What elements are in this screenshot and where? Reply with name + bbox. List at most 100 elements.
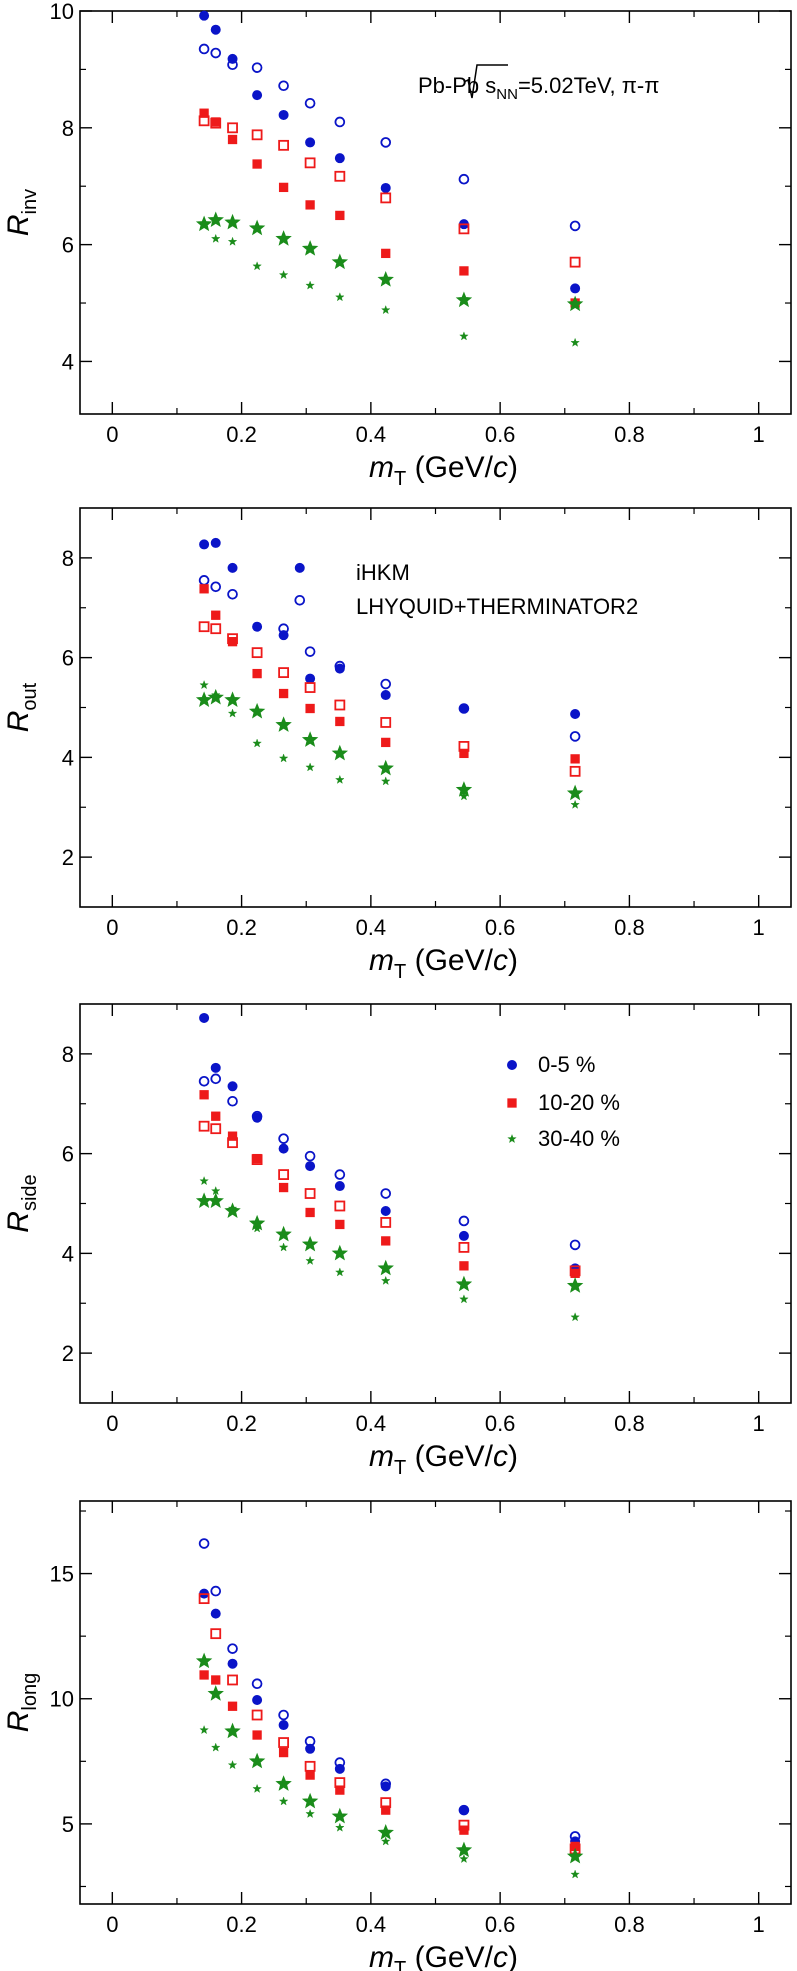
data-point <box>380 1217 392 1228</box>
data-point <box>304 157 316 169</box>
data-point <box>210 233 221 243</box>
data-point <box>227 122 238 134</box>
x-tick-label: 0.6 <box>485 1912 516 1937</box>
series-30-40-ihkm <box>199 1176 580 1322</box>
x-tick-label: 0.2 <box>226 1912 257 1937</box>
data-point <box>458 1230 469 1241</box>
data-point <box>227 1137 238 1149</box>
data-point <box>458 173 470 185</box>
chart-title: Pb-Pb sNN=5.02TeV, π-π <box>418 73 659 103</box>
data-point <box>570 1869 580 1879</box>
series-0-5-lhyquid-therminator2 <box>198 43 581 232</box>
y-tick-label: 10 <box>50 1687 74 1712</box>
data-point <box>459 1853 469 1863</box>
legend-marker <box>507 1098 517 1108</box>
data-point <box>227 1643 238 1654</box>
data-point <box>227 1095 238 1107</box>
data-point <box>377 759 394 776</box>
data-point <box>458 1241 470 1253</box>
data-point <box>278 1242 289 1252</box>
data-point <box>305 200 315 210</box>
data-point <box>252 261 262 271</box>
data-point <box>335 716 345 727</box>
data-point <box>199 1725 209 1735</box>
data-point <box>227 1674 238 1686</box>
data-point <box>199 1090 209 1100</box>
y-tick-label: 6 <box>62 1142 74 1167</box>
model-label-lhyquid: LHYQUID+THERMINATOR2 <box>356 594 638 619</box>
data-point <box>278 623 289 634</box>
data-point <box>278 1143 289 1154</box>
data-point <box>334 1181 345 1192</box>
panel-Rside: 0 0.2 0.4 0.6 0.8 1 2 4 6 8 Rside mT (GeV/c) 0-5 % 10… <box>2 1003 792 1479</box>
data-point <box>335 210 345 221</box>
data-point <box>305 703 315 714</box>
data-point <box>275 230 292 246</box>
data-point <box>278 182 289 193</box>
series-10-20-lhyquid-therminator2 <box>198 1593 581 1855</box>
data-point <box>294 594 306 606</box>
data-point <box>305 137 316 148</box>
x-tick-label: 0.8 <box>614 1411 645 1436</box>
data-point <box>458 1215 470 1227</box>
data-point <box>278 1737 290 1748</box>
data-point <box>199 1176 209 1186</box>
x-axis-label: mT (GeV/c) <box>369 944 518 983</box>
data-point <box>459 266 469 276</box>
data-point <box>455 781 473 797</box>
data-point <box>380 137 392 148</box>
series-10-20-lhyquid-therminator2 <box>198 1120 581 1277</box>
data-point <box>380 690 391 701</box>
x-tick-label: 0.4 <box>356 915 387 940</box>
data-point <box>207 211 224 228</box>
data-point <box>304 1188 316 1199</box>
series-30-40-ihkm <box>199 1725 580 1879</box>
data-point <box>334 1757 346 1768</box>
legend-marker <box>507 1134 517 1144</box>
data-point <box>211 1675 221 1685</box>
data-point <box>227 562 238 573</box>
data-point <box>335 1267 345 1277</box>
data-point <box>198 1076 210 1087</box>
data-point <box>275 716 292 732</box>
data-point <box>207 688 224 705</box>
data-point <box>210 1585 222 1597</box>
series-10-20-lhyquid-therminator2 <box>198 621 581 777</box>
data-point <box>227 1658 238 1669</box>
data-point <box>210 24 221 35</box>
data-point <box>380 776 391 786</box>
data-point <box>199 108 209 118</box>
data-point <box>224 691 241 707</box>
data-point <box>380 1275 391 1285</box>
y-tick-label: 6 <box>62 233 74 258</box>
data-point <box>459 748 469 759</box>
data-point <box>252 621 263 632</box>
data-point <box>210 47 222 59</box>
data-point <box>566 1277 584 1293</box>
data-point <box>334 699 346 711</box>
data-point <box>334 1169 346 1180</box>
data-point <box>210 537 221 548</box>
data-point <box>570 1312 580 1322</box>
x-tick-label: 0.2 <box>226 915 257 940</box>
data-point <box>334 116 346 128</box>
series-30-40-lhyquid-therminator2 <box>195 1652 584 1864</box>
series-10-20-lhyquid-therminator2 <box>198 115 581 268</box>
data-point <box>199 10 210 21</box>
legend-label: 10-20 % <box>538 1090 620 1115</box>
series-0-5-ihkm <box>199 1012 581 1274</box>
data-point <box>334 1200 346 1212</box>
data-point <box>380 192 392 204</box>
data-point <box>198 1120 210 1132</box>
series-30-40-lhyquid-therminator2 <box>195 1192 584 1293</box>
legend: 0-5 % 10-20 % 30-40 % <box>506 1052 620 1151</box>
data-point <box>380 1836 391 1846</box>
x-tick-label: 0.8 <box>614 1912 645 1937</box>
data-point <box>199 680 209 690</box>
data-point <box>305 673 316 684</box>
y-tick-label: 4 <box>62 1241 74 1266</box>
data-point <box>227 1701 238 1711</box>
data-point <box>305 1255 315 1265</box>
